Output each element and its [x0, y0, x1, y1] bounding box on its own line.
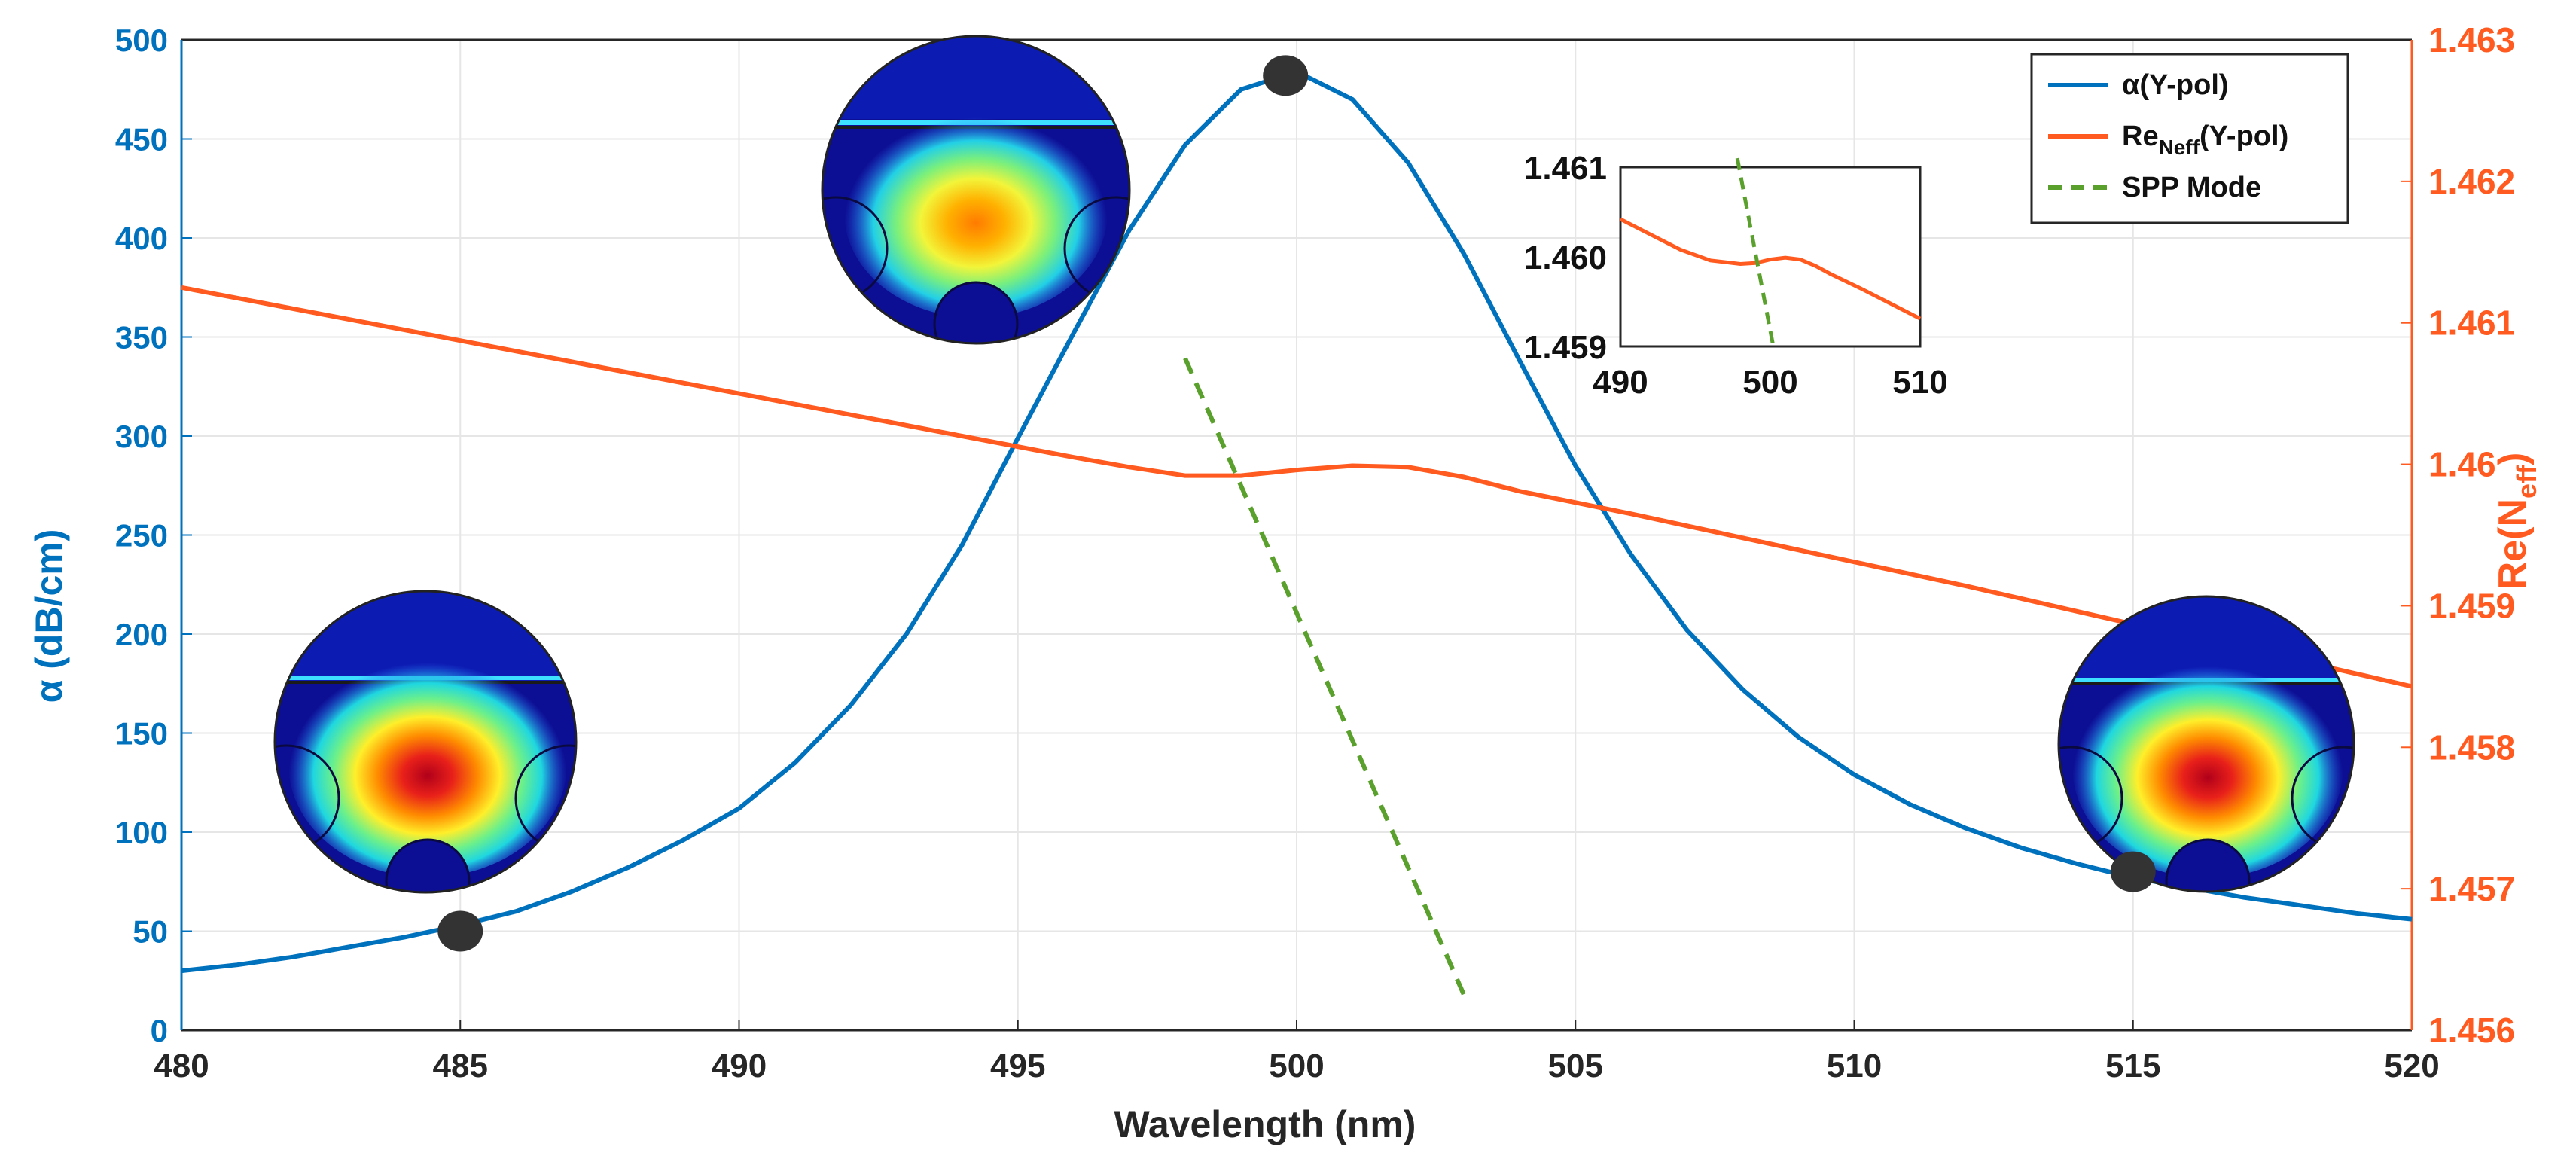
y-right-tick-label: 1.457 [2428, 869, 2515, 908]
inset-neff-line [1619, 217, 1922, 321]
inset-x-tick-label: 490 [1593, 364, 1648, 401]
y-axis-right-label: Re(Neff) [2491, 453, 2542, 590]
inset-plot: 490 500 510 1.459 1.460 1.461 [1524, 150, 1948, 401]
y-left-tick-label: 350 [115, 320, 168, 355]
x-tick-label: 510 [1827, 1048, 1882, 1084]
y-right-tick-label: 1.456 [2428, 1011, 2515, 1050]
legend-label-main: SPP Mode [2122, 172, 2261, 203]
axes: 480 485 490 495 500 505 510 515 520 0 50 100 150 200 2… [115, 20, 2515, 1084]
legend-label-sub: Neff [2159, 136, 2200, 159]
y-axis-right-label-close: ) [2491, 453, 2535, 465]
inset-y-tick-label: 1.459 [1524, 329, 1607, 366]
y-left-tick-label: 50 [133, 914, 168, 950]
legend: α(Y-pol) ReNeff(Y-pol) SPP Mode [2030, 53, 2349, 224]
y-right-tick-label: 1.458 [2428, 727, 2515, 767]
y-axis-right-label-sub: eff [2511, 465, 2542, 499]
y-left-tick-label: 0 [151, 1013, 168, 1048]
y-right-tick-label: 1.462 [2428, 162, 2515, 201]
x-tick-label: 515 [2105, 1048, 2160, 1084]
y-left-tick-label: 150 [115, 716, 168, 752]
x-tick-label: 520 [2384, 1048, 2439, 1084]
y-right-tick-label: 1.461 [2428, 303, 2515, 343]
inset-x-tick-label: 510 [1892, 364, 1947, 401]
marker-layer [437, 55, 2156, 952]
x-tick-label: 485 [433, 1048, 488, 1084]
x-tick-label: 480 [154, 1048, 209, 1084]
x-tick-label: 490 [712, 1048, 767, 1084]
y-right-tick-label: 1.463 [2428, 20, 2515, 59]
x-tick-label: 505 [1548, 1048, 1603, 1084]
mode-image-500nm [821, 35, 1131, 345]
resonance-marker-3 [2110, 851, 2156, 892]
legend-label-2: ReNeff(Y-pol) [2122, 120, 2288, 159]
series-line-spp-mode [1183, 357, 1466, 996]
legend-label-post: (Y-pol) [2200, 120, 2288, 152]
y-right-tick-label: 1.46 [2428, 445, 2496, 484]
resonance-marker-2 [1263, 55, 1309, 96]
legend-label-main: α(Y-pol) [2122, 69, 2229, 101]
inset-y-tick-label: 1.460 [1524, 239, 1607, 276]
x-axis-label: Wavelength (nm) [1114, 1103, 1416, 1145]
inset-y-tick-label: 1.461 [1524, 150, 1607, 187]
legend-label-3: SPP Mode [2122, 172, 2261, 203]
y-left-tick-label: 100 [115, 815, 168, 850]
gridlines [181, 39, 2413, 1031]
legend-label-main: Re [2122, 120, 2159, 152]
x-tick-label: 500 [1269, 1048, 1324, 1084]
series-line-reneff-y-pol- [181, 285, 2413, 689]
y-left-tick-label: 400 [115, 221, 168, 256]
mode-image-515nm [2057, 595, 2355, 893]
x-tick-label: 495 [990, 1048, 1045, 1084]
y-axis-left-label: α (dB/cm) [28, 529, 70, 703]
y-right-tick-label: 1.459 [2428, 586, 2515, 625]
y-left-tick-label: 500 [115, 23, 168, 58]
inset-frame [1619, 166, 1922, 348]
y-left-tick-label: 200 [115, 617, 168, 652]
y-left-tick-label: 300 [115, 419, 168, 454]
y-left-tick-label: 450 [115, 122, 168, 157]
mode-image-485nm [273, 590, 578, 894]
y-left-tick-label: 250 [115, 518, 168, 554]
resonance-marker-1 [437, 910, 483, 952]
y-axis-right-label-base: Re(N [2491, 499, 2535, 590]
legend-label-1: α(Y-pol) [2122, 69, 2229, 101]
inset-x-tick-label: 500 [1742, 364, 1797, 401]
inset-spp-line [1735, 157, 1776, 347]
